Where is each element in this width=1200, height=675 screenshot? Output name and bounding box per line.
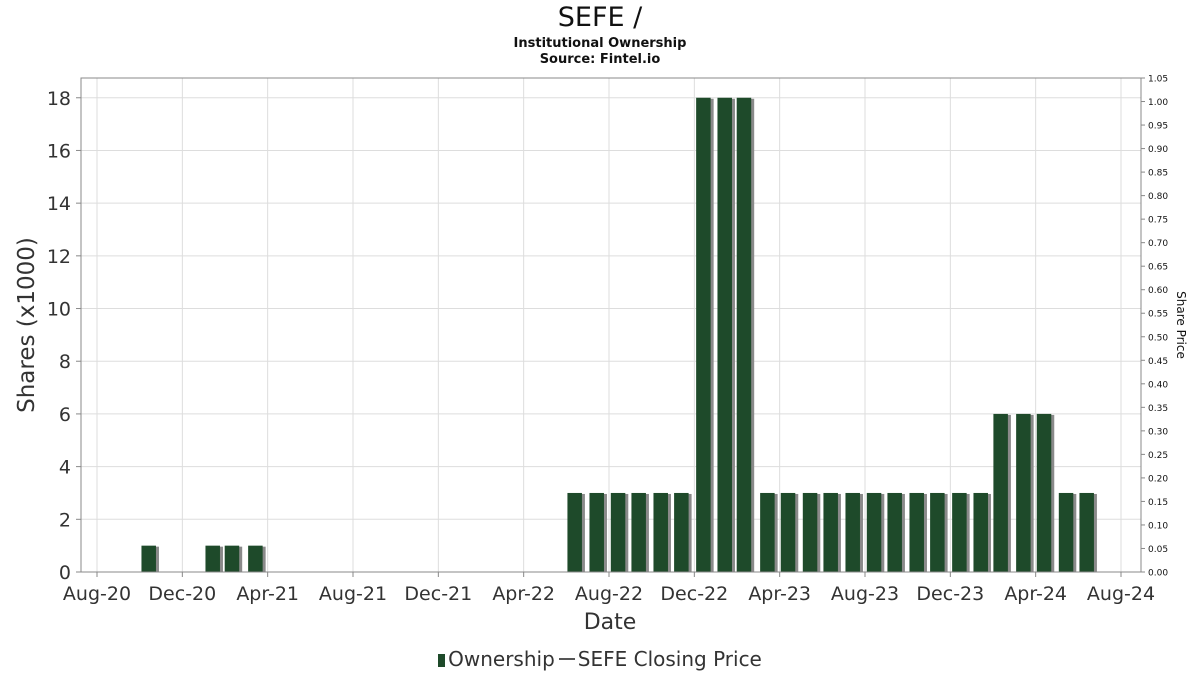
y-tick-label: 8 <box>59 351 71 373</box>
y-tick-label: 16 <box>47 140 71 162</box>
ownership-bar <box>631 492 646 572</box>
y2-tick-label: 1.00 <box>1148 98 1168 108</box>
ownership-bar <box>973 492 988 572</box>
chart-title: SEFE / <box>557 2 643 33</box>
ownership-bar <box>1079 492 1094 572</box>
plot-frame <box>80 77 1142 573</box>
y-tick-label: 12 <box>47 246 71 268</box>
x-axis-label: Date <box>584 610 637 635</box>
ownership-bar <box>866 492 882 572</box>
y2-tick-label: 0.05 <box>1148 545 1168 555</box>
y-tick-label: 10 <box>47 299 71 321</box>
y-tick-label: 14 <box>47 193 71 215</box>
ownership-bar <box>1016 413 1031 572</box>
y2-tick-label: 0.30 <box>1148 427 1168 437</box>
y-axis: 0 2 4 6 8 10 12 14 16 18 <box>47 88 81 584</box>
ownership-bar <box>674 492 689 572</box>
x-tick-label: Dec-22 <box>660 583 728 605</box>
y-axis-label: Shares (x1000) <box>14 237 40 413</box>
x-tick-label: Apr-23 <box>748 583 811 605</box>
ownership-bar <box>1036 413 1052 572</box>
ownership-bar <box>952 492 967 572</box>
ownership-bar <box>696 97 711 572</box>
ownership-bar <box>909 492 924 572</box>
x-tick-label: Apr-21 <box>236 583 299 605</box>
ownership-bar <box>248 545 263 572</box>
y2-axis-label: Share Price <box>1174 291 1188 359</box>
y2-axis: 0.00 0.05 0.10 0.15 0.20 0.25 0.30 0.35 0.40 0.45… <box>1141 75 1168 579</box>
legend-ownership-swatch <box>438 654 446 667</box>
x-tick-label: Aug-20 <box>63 583 131 605</box>
y2-tick-label: 0.35 <box>1148 404 1168 414</box>
y2-tick-label: 0.65 <box>1148 263 1168 273</box>
ownership-bar <box>780 492 796 572</box>
ownership-bar <box>610 492 626 572</box>
ownership-bar <box>823 492 838 572</box>
ownership-bar <box>845 492 860 572</box>
legend-price-swatch <box>558 658 575 660</box>
ownership-bar <box>717 97 732 572</box>
ownership-bar <box>224 545 240 572</box>
y2-tick-label: 0.55 <box>1148 310 1168 320</box>
y2-tick-label: 0.50 <box>1148 333 1168 343</box>
y-tick-label: 18 <box>47 88 71 110</box>
x-tick-label: Aug-21 <box>319 583 387 605</box>
ownership-bar <box>802 492 818 572</box>
legend-price-label: SEFE Closing Price <box>577 647 762 671</box>
chart-source: Source: Fintel.io <box>539 52 661 67</box>
y-tick-label: 6 <box>59 404 71 426</box>
y2-tick-label: 0.60 <box>1148 286 1168 296</box>
y2-tick-label: 0.25 <box>1148 451 1168 461</box>
y2-tick-label: 0.10 <box>1148 521 1168 531</box>
legend: Ownership SEFE Closing Price <box>0 647 1200 671</box>
y2-tick-label: 0.85 <box>1148 169 1168 179</box>
x-tick-label: Aug-23 <box>831 583 899 605</box>
bar-layer <box>141 97 1097 572</box>
y2-tick-label: 0.95 <box>1148 122 1168 132</box>
ownership-bar <box>141 545 156 572</box>
y-tick-label: 0 <box>59 562 71 584</box>
y-tick-label: 2 <box>59 509 71 531</box>
ownership-bar <box>930 492 945 572</box>
y2-tick-label: 0.40 <box>1148 380 1168 390</box>
ownership-bar <box>993 413 1008 572</box>
ownership-bar <box>736 97 752 572</box>
ownership-bar <box>589 492 604 572</box>
x-tick-label: Dec-20 <box>148 583 216 605</box>
y2-tick-label: 0.80 <box>1148 192 1168 202</box>
y2-tick-label: 0.75 <box>1148 216 1168 226</box>
ownership-bar <box>567 492 582 572</box>
x-tick-label: Aug-24 <box>1087 583 1155 605</box>
y2-tick-label: 0.20 <box>1148 474 1168 484</box>
legend-ownership-label: Ownership <box>448 647 555 671</box>
ownership-bar <box>1058 492 1074 572</box>
chart-subtitle: Institutional Ownership <box>513 36 687 51</box>
y2-tick-label: 0.00 <box>1148 569 1168 579</box>
y2-tick-label: 0.90 <box>1148 145 1168 155</box>
x-tick-label: Dec-21 <box>404 583 472 605</box>
ownership-bar <box>760 492 775 572</box>
ownership-bar <box>887 492 902 572</box>
y2-tick-label: 0.45 <box>1148 357 1168 367</box>
y2-tick-label: 1.05 <box>1148 75 1168 85</box>
grid-layer <box>81 78 1141 573</box>
y-tick-label: 4 <box>59 457 71 479</box>
x-tick-label: Dec-23 <box>916 583 984 605</box>
x-axis: Aug-20 Dec-20 Apr-21 Aug-21 Dec-21 Apr-22 Aug-… <box>63 572 1155 605</box>
ownership-bar <box>205 545 220 572</box>
ownership-bar <box>653 492 668 572</box>
x-tick-label: Apr-24 <box>1004 583 1067 605</box>
y2-tick-label: 0.15 <box>1148 498 1168 508</box>
x-tick-label: Apr-22 <box>492 583 555 605</box>
y2-tick-label: 0.70 <box>1148 239 1168 249</box>
x-tick-label: Aug-22 <box>575 583 643 605</box>
